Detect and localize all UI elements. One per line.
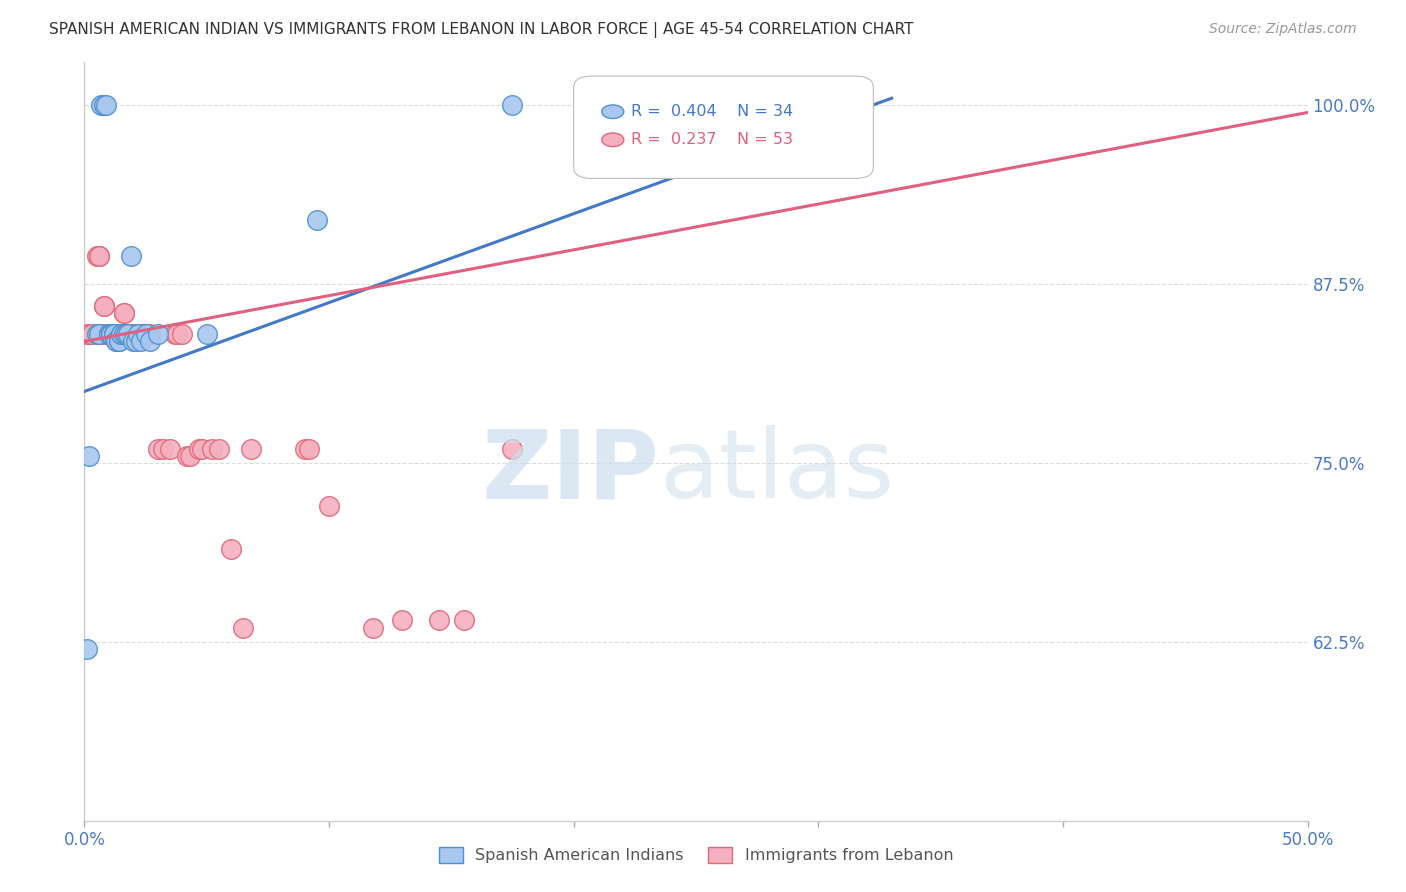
Text: R =  0.404    N = 34: R = 0.404 N = 34 bbox=[631, 104, 793, 120]
Point bbox=[105, 327, 128, 342]
Point bbox=[103, 327, 125, 342]
Point bbox=[139, 334, 162, 349]
Point bbox=[93, 299, 115, 313]
Point bbox=[107, 327, 129, 342]
Point bbox=[139, 327, 162, 342]
Point bbox=[219, 541, 242, 556]
Point bbox=[120, 327, 142, 342]
Point bbox=[208, 442, 231, 456]
Text: ZIP: ZIP bbox=[481, 425, 659, 518]
Point bbox=[146, 327, 169, 342]
Point bbox=[100, 327, 122, 342]
Point bbox=[97, 327, 120, 342]
Point bbox=[191, 442, 214, 456]
Point bbox=[232, 620, 254, 634]
Point bbox=[125, 327, 148, 342]
Point bbox=[115, 327, 138, 342]
Point bbox=[112, 306, 135, 320]
Point bbox=[127, 327, 149, 342]
Point bbox=[96, 327, 118, 342]
Point bbox=[117, 327, 139, 342]
Point bbox=[166, 327, 188, 342]
Point bbox=[152, 442, 174, 456]
Point bbox=[97, 327, 120, 342]
Point bbox=[200, 442, 222, 456]
Point bbox=[97, 327, 120, 342]
Point bbox=[112, 306, 135, 320]
Point bbox=[105, 334, 128, 349]
Point bbox=[298, 442, 321, 456]
Point bbox=[129, 334, 152, 349]
Point bbox=[97, 327, 120, 342]
Point bbox=[120, 249, 142, 263]
Point bbox=[110, 327, 132, 342]
Point bbox=[453, 613, 475, 627]
Point bbox=[305, 212, 328, 227]
Circle shape bbox=[602, 105, 624, 119]
Point bbox=[122, 327, 145, 342]
Point bbox=[318, 499, 340, 513]
Point bbox=[100, 327, 122, 342]
Point bbox=[103, 327, 125, 342]
Point bbox=[105, 327, 128, 342]
Point bbox=[86, 249, 108, 263]
Point bbox=[135, 327, 157, 342]
Point bbox=[86, 327, 108, 342]
Point bbox=[122, 334, 145, 349]
Point bbox=[87, 249, 110, 263]
Point bbox=[135, 327, 157, 342]
Point bbox=[77, 327, 100, 342]
Point bbox=[239, 442, 262, 456]
Point bbox=[107, 334, 129, 349]
Point bbox=[112, 327, 135, 342]
Point bbox=[80, 327, 103, 342]
Point bbox=[76, 327, 98, 342]
Point bbox=[100, 327, 122, 342]
Point bbox=[110, 327, 132, 342]
Text: atlas: atlas bbox=[659, 425, 894, 518]
Point bbox=[87, 249, 110, 263]
Point bbox=[159, 442, 181, 456]
Point bbox=[132, 327, 155, 342]
Point bbox=[427, 613, 450, 627]
Point bbox=[96, 98, 118, 112]
Point bbox=[90, 327, 112, 342]
Point bbox=[502, 442, 524, 456]
Point bbox=[294, 442, 316, 456]
Point bbox=[172, 327, 194, 342]
FancyBboxPatch shape bbox=[574, 76, 873, 178]
Point bbox=[188, 442, 211, 456]
Point bbox=[195, 327, 218, 342]
Point bbox=[76, 642, 98, 657]
Point bbox=[125, 334, 148, 349]
Point bbox=[179, 449, 201, 463]
Point bbox=[97, 327, 120, 342]
Text: R =  0.237    N = 53: R = 0.237 N = 53 bbox=[631, 132, 793, 147]
Legend: Spanish American Indians, Immigrants from Lebanon: Spanish American Indians, Immigrants fro… bbox=[432, 840, 960, 870]
Point bbox=[117, 327, 139, 342]
Text: SPANISH AMERICAN INDIAN VS IMMIGRANTS FROM LEBANON IN LABOR FORCE | AGE 45-54 CO: SPANISH AMERICAN INDIAN VS IMMIGRANTS FR… bbox=[49, 22, 914, 38]
Point bbox=[146, 442, 169, 456]
Point bbox=[77, 449, 100, 463]
Text: Source: ZipAtlas.com: Source: ZipAtlas.com bbox=[1209, 22, 1357, 37]
Point bbox=[110, 327, 132, 342]
Point bbox=[103, 327, 125, 342]
Point bbox=[107, 334, 129, 349]
Point bbox=[105, 334, 128, 349]
Point bbox=[391, 613, 413, 627]
Point bbox=[87, 327, 110, 342]
Point bbox=[361, 620, 384, 634]
Point bbox=[115, 327, 138, 342]
Point bbox=[127, 327, 149, 342]
Point bbox=[163, 327, 186, 342]
Point bbox=[93, 98, 115, 112]
Point bbox=[90, 98, 112, 112]
Point bbox=[93, 299, 115, 313]
Point bbox=[176, 449, 198, 463]
Circle shape bbox=[602, 133, 624, 146]
Point bbox=[502, 98, 524, 112]
